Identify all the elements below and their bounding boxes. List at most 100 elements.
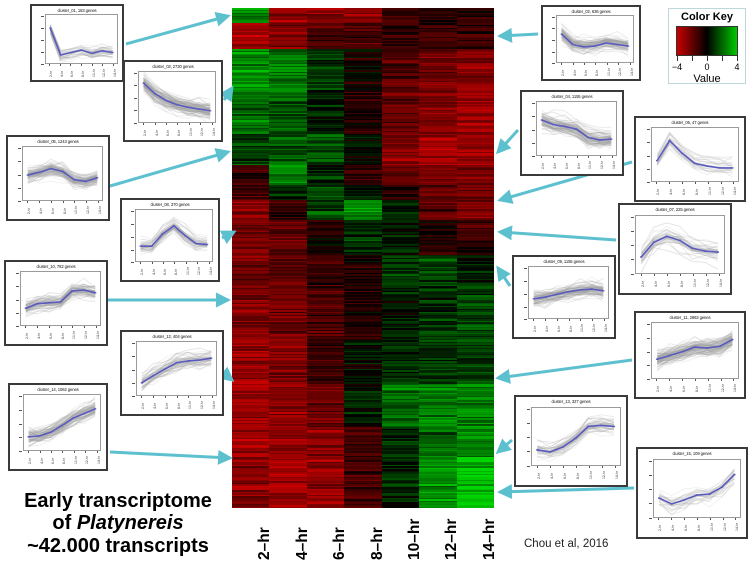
cluster-x-tick-label: 14-hr xyxy=(98,206,103,214)
cluster-y-tick xyxy=(16,325,19,327)
heatmap-row xyxy=(232,398,494,401)
cluster-connector-arrow xyxy=(497,27,539,43)
cluster-y-tick xyxy=(532,116,535,118)
heatmap-row xyxy=(232,301,494,304)
cluster-panel-cluster_11[interactable]: cluster_11, 2963 genes 2-hr 4-hr 6-hr 8-hr 10… xyxy=(634,311,746,399)
heatmap-row xyxy=(232,166,494,169)
heatmap-row xyxy=(232,239,494,242)
heatmap-row xyxy=(232,224,494,227)
heatmap-row xyxy=(232,220,494,223)
heatmap-row xyxy=(232,41,494,44)
cluster-panel-cluster_09[interactable]: cluster_09, 1155 genes 2-hr 4-hr 6-hr 8-hr 10… xyxy=(512,255,616,339)
heatmap-row xyxy=(232,27,494,30)
cluster-x-axis: 2-hr 4-hr 6-hr 8-hr 10-hr 12-hr 14-hr xyxy=(536,155,617,174)
heatmap-row xyxy=(232,370,494,373)
cluster-x-tick xyxy=(113,63,115,66)
heatmap-row xyxy=(232,24,494,27)
cluster-panel-cluster_06[interactable]: cluster_06, 47 genes 2-hr 4-hr 6-hr 8-hr 10-h… xyxy=(634,116,746,202)
heatmap-row xyxy=(232,317,494,320)
heatmap-row xyxy=(232,461,494,464)
heatmap-row xyxy=(232,186,494,189)
cluster-panel-cluster_01[interactable]: cluster_01, 183 genes 2-hr 4-hr 6-hr 8-hr 10-… xyxy=(30,4,124,82)
heatmap-row xyxy=(232,482,494,485)
cluster-panel-cluster_15[interactable]: cluster_15, 109 genes 2-hr 4-hr 6-hr 8-hr 10-… xyxy=(636,447,748,539)
heatmap-row xyxy=(232,329,494,332)
heatmap-row xyxy=(232,130,494,134)
heatmap-row xyxy=(232,484,494,487)
cluster-x-axis: 2-hr 4-hr 6-hr 8-hr 10-hr 12-hr 14-hr xyxy=(635,273,724,293)
heatmap-row xyxy=(232,487,494,490)
heatmap-row xyxy=(232,283,494,286)
heatmap-row xyxy=(232,18,494,21)
figure-credit: Chou et al, 2016 xyxy=(524,538,609,550)
color-key-tick xyxy=(707,56,708,61)
heatmap-row xyxy=(232,400,494,403)
cluster-y-tick xyxy=(532,155,535,157)
color-key-gradient-bar xyxy=(676,26,738,56)
cluster-x-tick xyxy=(211,122,213,125)
cluster-connector-arrow xyxy=(109,449,233,465)
cluster-panel-cluster_13[interactable]: cluster_13, 327 genes 2-hr 4-hr 6-hr 8-hr 10-… xyxy=(514,395,628,487)
cluster-x-axis: 2-hr 4-hr 6-hr 8-hr 10-hr 12-hr 14-hr xyxy=(651,181,739,200)
heatmap-row xyxy=(232,426,494,429)
cluster-panel-cluster_05[interactable]: cluster_05, 1243 genes 2-hr 4-hr 6-hr 8-hr 10… xyxy=(6,135,110,221)
cluster-x-tick xyxy=(696,517,698,520)
cluster-x-tick-label: 10-hr xyxy=(580,324,585,333)
heatmap-row xyxy=(232,428,494,431)
heatmap-row xyxy=(232,121,494,124)
cluster-panel-cluster_07[interactable]: cluster_07, 225 genes 2-hr 4-hr 6-hr 8-hr 10-… xyxy=(618,203,732,295)
cluster-y-tick xyxy=(19,409,23,411)
heatmap-row xyxy=(232,207,494,210)
heatmap-row xyxy=(232,496,494,499)
heatmap-row xyxy=(232,418,494,421)
cluster-trend-plot xyxy=(138,70,217,123)
cluster-panel-cluster_12[interactable]: cluster_12, 404 genes 2-hr 4-hr 6-hr 8-hr 10-… xyxy=(120,330,224,416)
x-axis-label-10-hr: 10–hr xyxy=(405,518,423,560)
cluster-x-tick xyxy=(707,378,709,381)
cluster-panel-cluster_10[interactable]: cluster_10, 782 genes 2-hr 4-hr 6-hr 8-hr 10-… xyxy=(4,260,108,346)
heatmap-row xyxy=(232,488,494,491)
cluster-panel-cluster_14[interactable]: cluster_14, 1062 genes 2-hr 4-hr 6-hr 8-hr 10… xyxy=(8,383,108,471)
heatmap-row xyxy=(232,80,494,83)
color-key-legend: Color Key −4 0 4 Value xyxy=(668,8,746,85)
cluster-x-tick-label: 2-hr xyxy=(140,269,145,276)
heatmap-row xyxy=(232,314,494,317)
cluster-y-tick xyxy=(16,286,19,288)
heatmap-row xyxy=(232,253,494,256)
heatmap-row xyxy=(232,340,494,343)
heatmap-row xyxy=(232,124,494,127)
cluster-panel-cluster_03[interactable]: cluster_03, 2730 genes 2-hr 4-hr 6-hr 8-hr 10… xyxy=(123,60,223,142)
heatmap-row xyxy=(232,44,494,47)
cluster-x-tick xyxy=(50,200,52,203)
color-key-tick-label: −4 xyxy=(671,62,683,72)
heatmap-row xyxy=(232,102,494,105)
cluster-x-tick xyxy=(556,319,558,322)
cluster-y-axis xyxy=(636,127,651,183)
cluster-panel-cluster_08[interactable]: cluster_08, 370 genes 2-hr 4-hr 6-hr 8-hr 10-… xyxy=(120,198,220,282)
heatmap-row xyxy=(232,431,494,434)
cluster-y-tick xyxy=(524,319,527,321)
heatmap-row xyxy=(232,135,494,138)
heatmap-row xyxy=(232,21,494,24)
cluster-x-tick-label: 4-hr xyxy=(154,129,159,136)
cluster-x-tick-label: 6-hr xyxy=(164,402,169,409)
heatmap-row xyxy=(232,165,494,168)
heatmap-row xyxy=(232,185,494,188)
cluster-x-tick xyxy=(200,395,202,398)
cluster-y-tick xyxy=(649,503,653,505)
cluster-x-tick xyxy=(152,395,154,398)
cluster-x-tick xyxy=(102,63,104,66)
cluster-x-tick xyxy=(176,395,178,398)
heatmap-row xyxy=(232,448,494,451)
heatmap-row xyxy=(232,250,494,253)
cluster-y-tick xyxy=(18,148,21,150)
color-key-tick xyxy=(692,56,693,61)
heatmap-row xyxy=(232,111,494,114)
cluster-panel-cluster_04[interactable]: cluster_04, 1155 genes 2-hr 4-hr 6-hr 8-hr 10… xyxy=(520,90,624,176)
cluster-panel-cluster_02[interactable]: cluster_02, 836 genes 2-hr 4-hr 6-hr 8-hr 10-… xyxy=(541,5,641,81)
cluster-connector-arrow xyxy=(495,358,633,384)
cluster-y-tick xyxy=(649,475,653,477)
cluster-x-tick xyxy=(59,63,61,66)
cluster-panel-title: cluster_14, 1062 genes xyxy=(37,387,79,392)
cluster-x-tick-label: 10-hr xyxy=(707,383,712,392)
